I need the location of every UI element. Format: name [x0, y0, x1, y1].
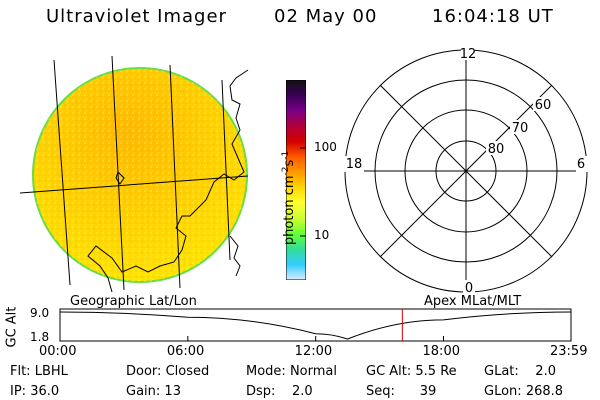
apex-label: Apex MLat/MLT	[424, 294, 522, 309]
mlt-label-0: 0	[465, 281, 473, 296]
coastline	[87, 69, 249, 293]
gc-alt-y-high: 9.0	[30, 306, 50, 320]
mlat-label-60: 60	[535, 98, 552, 113]
instrument-title: Ultraviolet Imager	[46, 6, 227, 27]
seq-field: Seq: 39	[366, 384, 437, 399]
door-value: Closed	[165, 364, 210, 379]
door-field: Door: Closed	[126, 364, 210, 379]
gc-x-tick-label: 18:00	[422, 344, 460, 359]
gc-x-tick-label: 00:00	[39, 344, 77, 359]
seq-value: 39	[419, 384, 437, 399]
dsp-field: Dsp: 2.0	[246, 384, 313, 399]
gc-x-tick-label: 06:00	[166, 344, 205, 359]
uv-image-panel	[19, 55, 249, 293]
mlt-label-18: 18	[346, 157, 363, 172]
time-label: 16:04:18 UT	[432, 6, 554, 27]
gc-alt-series	[59, 311, 572, 340]
aurora-disk	[32, 67, 248, 283]
gain-value: 13	[164, 384, 181, 399]
gcalt-value: 5.5 Re	[415, 364, 457, 379]
filter-field: Flt: LBHL	[10, 364, 68, 379]
mlt-label-6: 6	[577, 157, 585, 172]
colorbar-unit-label: photon cm-2s-1	[280, 150, 298, 246]
colorbar-tick-100: 100	[314, 140, 337, 154]
mlt-label-12: 12	[460, 47, 477, 62]
colorbar-tick-10: 10	[314, 228, 330, 242]
polar-grid	[344, 49, 588, 293]
ip-value: 36.0	[30, 384, 60, 399]
ip-field: IP: 36.0	[10, 384, 60, 399]
dsp-value: 2.0	[291, 384, 313, 399]
date-label: 02 May 00	[274, 6, 378, 27]
mlat-label-80: 80	[488, 142, 505, 157]
glat-value: 2.0	[535, 364, 556, 379]
gcalt-field: GC Alt: 5.5 Re	[366, 364, 457, 379]
gc-alt-plot	[59, 308, 572, 342]
mode-field: Mode: Normal	[246, 364, 337, 379]
gc-x-tick-label: 12:00	[294, 344, 333, 359]
glat-field: GLat: 2.0	[484, 364, 556, 379]
gc-x-tick-label: 23:59	[550, 344, 588, 359]
polar-mlt-plot: 12 18 6 0 60 70 80	[340, 46, 592, 296]
gc-alt-axis-title: GC Alt	[4, 306, 20, 348]
glon-value: 268.8	[525, 384, 564, 399]
gc-alt-y-low: 1.8	[30, 330, 50, 344]
gain-field: Gain: 13	[126, 384, 181, 399]
geographic-label: Geographic Lat/Lon	[70, 294, 197, 309]
glon-field: GLon: 268.8	[484, 384, 564, 399]
mode-value: Normal	[289, 364, 337, 379]
mlat-label-70: 70	[512, 121, 529, 136]
filter-value: LBHL	[34, 364, 68, 379]
